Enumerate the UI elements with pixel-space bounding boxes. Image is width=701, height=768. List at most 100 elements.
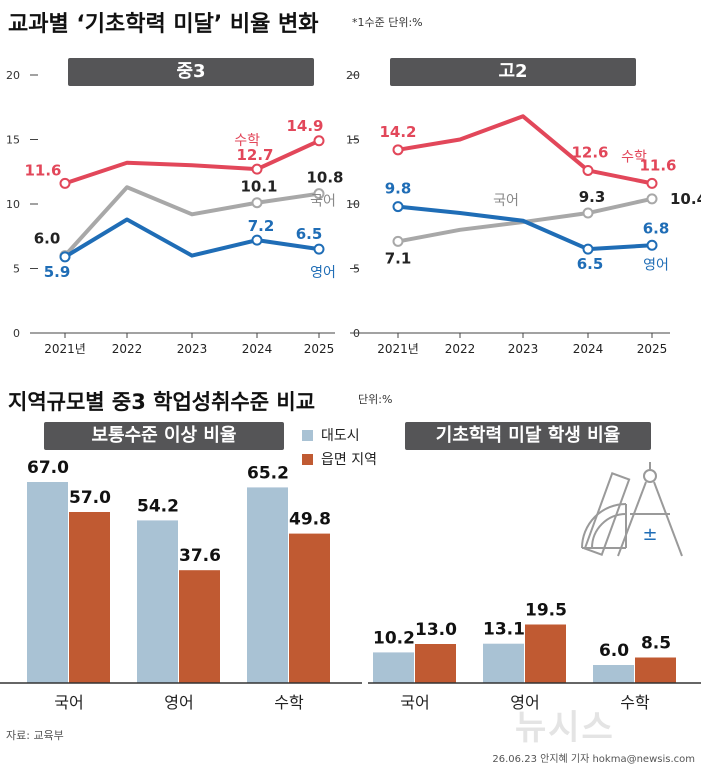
legend-label-rural: 읍면 지역 [321,452,377,468]
data-label-korean: 7.1 [385,249,412,267]
y-tick-label: 5 [353,263,360,276]
bar-value-label: 57.0 [69,488,111,508]
source-note: 자료: 교육부 [6,729,64,742]
series-name-english: 영어 [310,265,336,281]
bar-rural [415,644,456,683]
bar-rural [69,512,110,683]
data-label-korean: 10.4 [670,190,701,208]
category-label: 국어 [54,693,83,712]
legend-item-city: 대도시 [302,425,360,445]
data-label-english: 9.8 [385,180,412,198]
category-label: 국어 [400,693,429,712]
x-tick-label: 2022 [445,342,476,356]
y-tick-label: 15 [6,134,20,147]
bar-value-label: 10.2 [373,628,415,648]
data-point-english [392,201,404,213]
y-tick-label: 10 [6,198,20,211]
bar-city [593,665,634,683]
data-label-math: 11.6 [639,156,676,174]
bar-value-label: 65.2 [247,463,289,483]
bar-city [373,652,414,683]
bar-value-label: 49.8 [289,510,331,530]
series-name-math: 수학 [234,133,260,149]
bar-city [137,520,178,683]
bar-value-label: 13.0 [415,620,457,640]
data-point-korean [251,197,263,209]
panel-title-middle3: 중3 [68,58,314,86]
data-label-english: 6.8 [643,219,670,237]
y-tick-label: 20 [6,69,20,82]
bar-value-label: 19.5 [525,601,567,621]
data-point-math [392,144,404,156]
x-tick-label: 2022 [112,342,143,356]
data-label-english: 6.5 [577,255,604,273]
y-tick-label: 0 [13,327,20,340]
section-title: 지역규모별 중3 학업성취수준 비교 [8,390,316,414]
category-label: 영어 [164,693,193,712]
series-line-math [64,138,320,186]
x-tick-label: 2024 [242,342,273,356]
panel-title-normal-level: 보통수준 이상 비율 [44,422,284,450]
y-tick-label: 20 [346,69,360,82]
data-point-korean [646,193,658,205]
x-tick-label: 2023 [508,342,539,356]
legend-swatch-city [302,430,313,441]
series-name-math: 수학 [621,149,647,165]
bar-value-label: 54.2 [137,496,179,516]
legend-label-city: 대도시 [321,428,360,444]
data-label-math: 14.2 [379,123,416,141]
y-tick-label: 5 [13,263,20,276]
bar-city [27,482,68,683]
panel-title-below-basic: 기초학력 미달 학생 비율 [405,422,651,450]
data-label-korean: 6.0 [34,230,61,248]
data-point-english [59,251,71,263]
x-tick-label: 2024 [573,342,604,356]
section-unit-note: 단위:% [358,393,393,406]
data-point-math [313,135,325,147]
data-point-math [646,177,658,189]
x-tick-label: 2023 [177,342,208,356]
series-name-korean: 국어 [493,193,519,209]
bar-value-label: 8.5 [641,634,671,654]
category-label: 영어 [510,693,539,712]
data-label-korean: 10.8 [306,169,343,187]
data-label-english: 7.2 [248,217,275,235]
data-label-math: 12.7 [236,146,273,164]
data-point-math [251,163,263,175]
series-line-math [397,114,653,186]
data-label-english: 5.9 [44,263,71,281]
legend-swatch-rural [302,454,313,465]
panel-title-high2: 고2 [390,58,636,86]
data-point-english [646,239,658,251]
x-tick-label: 2021년 [44,342,86,356]
data-point-math [582,164,594,176]
legend-item-rural: 읍면 지역 [302,449,377,469]
x-tick-label: 2021년 [377,342,419,356]
series-name-english: 영어 [643,257,669,273]
data-point-english [313,243,325,255]
series-line-korean [63,185,320,257]
bar-rural [179,570,220,683]
data-point-korean [313,188,325,200]
watermark: 뉴시스 [515,708,615,748]
data-point-english [251,234,263,246]
data-label-math: 14.9 [286,117,323,135]
data-point-english [582,243,594,255]
series-line-english [63,217,320,259]
bar-value-label: 6.0 [599,641,629,661]
data-label-english: 6.5 [296,225,323,243]
data-label-korean: 10.1 [240,178,277,196]
bar-city [483,643,524,683]
unit-note: *1수준 단위:% [352,16,423,29]
bar-rural [289,533,330,683]
x-tick-label: 2025 [304,342,335,356]
series-name-korean: 국어 [310,194,336,210]
bar-rural [525,624,566,683]
credit-note: 26.06.23 안지혜 기자 hokma@newsis.com [492,754,695,765]
bar-value-label: 37.6 [179,546,221,566]
bar-rural [635,657,676,683]
bar-value-label: 13.1 [483,620,525,640]
data-point-korean [392,235,404,247]
data-label-math: 11.6 [24,161,61,179]
